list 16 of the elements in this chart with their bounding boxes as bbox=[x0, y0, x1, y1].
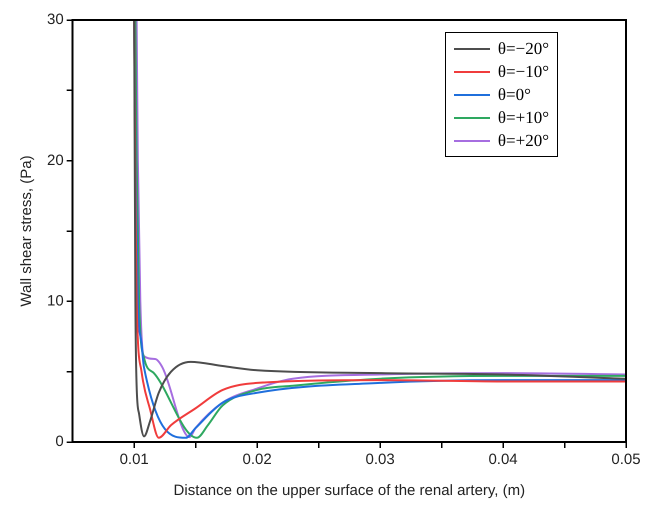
y-tick-label: 10 bbox=[46, 292, 64, 310]
legend-label: θ=+20° bbox=[498, 130, 549, 150]
legend-label: θ=0° bbox=[498, 84, 531, 104]
y-tick-label: 20 bbox=[46, 152, 64, 169]
x-axis-title: Distance on the upper surface of the renal artery, (m) bbox=[174, 482, 526, 500]
x-tick-label: 0.04 bbox=[488, 451, 518, 468]
x-tick-label: 0.01 bbox=[120, 451, 149, 468]
x-tick-label: 0.02 bbox=[242, 451, 272, 468]
x-tick-label: 0.03 bbox=[365, 451, 395, 468]
y-tick-label: 30 bbox=[46, 11, 64, 28]
legend-label: θ=−10° bbox=[498, 62, 549, 82]
x-tick-label: 0.05 bbox=[611, 451, 641, 468]
y-axis-title: Wall shear stress, (Pa) bbox=[18, 155, 36, 307]
legend-label: θ=+10° bbox=[498, 108, 549, 128]
y-tick-label: 0 bbox=[55, 433, 64, 450]
legend-label: θ=−20° bbox=[498, 38, 549, 58]
